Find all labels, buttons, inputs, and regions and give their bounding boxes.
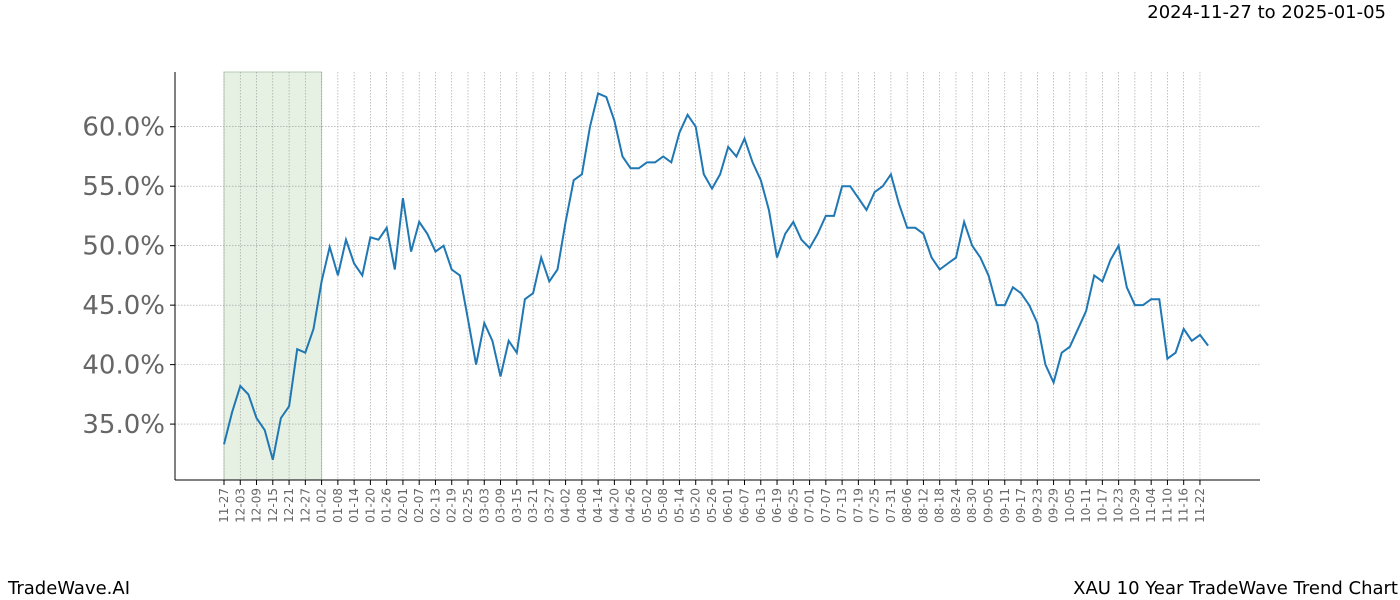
x-tick-label: 11-10: [1160, 488, 1174, 523]
x-tick-label: 06-01: [721, 488, 735, 523]
x-tick-label: 09-11: [998, 488, 1012, 523]
x-tick-label: 02-07: [412, 488, 426, 523]
x-tick-label: 09-29: [1047, 488, 1061, 523]
x-tick-label: 03-15: [510, 488, 524, 523]
x-tick-label: 08-30: [965, 488, 979, 523]
trend-line: [223, 92, 1209, 461]
x-tick-label: 07-19: [851, 488, 865, 523]
x-tick-label: 06-13: [754, 488, 768, 523]
x-tick-label: 01-26: [380, 488, 394, 523]
x-tick-label: 05-14: [672, 488, 686, 523]
x-tick-label: 11-16: [1177, 488, 1191, 523]
x-tick-label: 03-09: [494, 488, 508, 523]
y-tick-label: 45.0%: [82, 291, 165, 321]
x-tick-label: 07-01: [803, 488, 817, 523]
x-tick-label: 11-27: [217, 488, 231, 523]
x-tick-label: 12-15: [266, 488, 280, 523]
x-tick-label: 02-01: [396, 488, 410, 523]
x-tick-label: 02-19: [445, 488, 459, 523]
y-tick-label: 60.0%: [82, 113, 165, 143]
x-tick-label: 01-20: [363, 488, 377, 523]
x-tick-label: 06-19: [770, 488, 784, 523]
x-tick-label: 05-08: [656, 488, 670, 523]
x-tick-label: 02-13: [428, 488, 442, 523]
x-tick-label: 04-14: [591, 488, 605, 523]
x-tick-label: 09-17: [1014, 488, 1028, 523]
x-tick-label: 04-26: [624, 488, 638, 523]
x-tick-label: 05-26: [705, 488, 719, 523]
x-tick-label: 08-06: [900, 488, 914, 523]
x-tick-label: 12-09: [250, 488, 264, 523]
x-tick-label: 06-25: [786, 488, 800, 523]
x-tick-label: 07-25: [868, 488, 882, 523]
footer-left: TradeWave.AI: [7, 578, 130, 599]
x-tick-label: 10-11: [1079, 488, 1093, 523]
x-tick-label: 11-22: [1193, 488, 1207, 523]
x-tick-label: 12-03: [233, 488, 247, 523]
y-tick-label: 35.0%: [82, 410, 165, 440]
x-tick-label: 04-02: [559, 488, 573, 523]
x-tick-label: 10-05: [1063, 488, 1077, 523]
x-tick-label: 07-13: [835, 488, 849, 523]
x-tick-label: 03-21: [526, 488, 540, 523]
footer-right: XAU 10 Year TradeWave Trend Chart: [1073, 578, 1398, 599]
x-tick-label: 04-08: [575, 488, 589, 523]
x-tick-label: 10-23: [1112, 488, 1126, 523]
x-tick-label: 02-25: [461, 488, 475, 523]
x-tick-label: 09-05: [982, 488, 996, 523]
x-tick-label: 05-20: [689, 488, 703, 523]
x-tick-label: 10-17: [1095, 488, 1109, 523]
x-tick-label: 03-03: [477, 488, 491, 523]
x-tick-label: 05-02: [640, 488, 654, 523]
x-tick-label: 12-21: [282, 488, 296, 523]
x-tick-label: 01-14: [347, 488, 361, 523]
x-tick-label: 08-12: [916, 488, 930, 523]
x-tick-label: 11-04: [1144, 488, 1158, 523]
x-tick-label: 06-07: [738, 488, 752, 523]
x-tick-label: 01-02: [315, 488, 329, 523]
x-tick-label: 07-31: [884, 488, 898, 523]
chart-title: 2024-11-27 to 2025-01-05: [1147, 2, 1386, 23]
y-tick-label: 50.0%: [82, 232, 165, 262]
y-tick-label: 40.0%: [82, 351, 165, 381]
y-tick-label: 55.0%: [82, 172, 165, 202]
x-tick-label: 12-27: [298, 488, 312, 523]
x-tick-label: 09-23: [1030, 488, 1044, 523]
x-tick-label: 04-20: [607, 488, 621, 523]
x-tick-label: 08-18: [933, 488, 947, 523]
x-tick-label: 10-29: [1128, 488, 1142, 523]
x-tick-label: 01-08: [331, 488, 345, 523]
x-tick-label: 08-24: [949, 488, 963, 523]
x-tick-label: 03-27: [542, 488, 556, 523]
x-tick-label: 07-07: [819, 488, 833, 523]
